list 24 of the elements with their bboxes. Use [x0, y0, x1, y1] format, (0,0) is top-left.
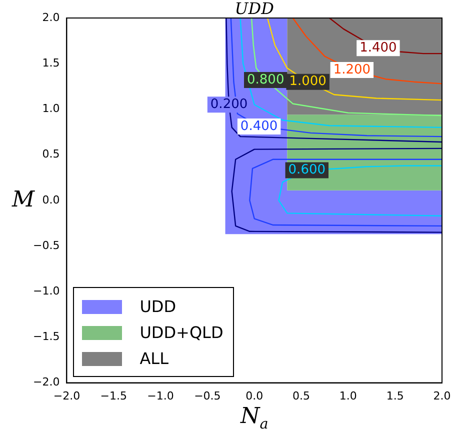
- x-tick-label: 1.5: [386, 389, 404, 402]
- x-tick-label: −0.5: [194, 389, 221, 402]
- x-tick-label: −2.0: [53, 389, 80, 402]
- y-tick-label: −2.0: [32, 376, 60, 389]
- y-tick-label: 1.5: [42, 56, 60, 70]
- y-tick-label: −1.0: [32, 284, 60, 298]
- x-tick-label: 2.0: [433, 389, 451, 402]
- x-tick-label: −1.0: [147, 389, 174, 402]
- x-tick-label: 0.5: [292, 389, 310, 402]
- legend-label: ALL: [140, 349, 168, 368]
- y-tick-label: −1.5: [32, 330, 60, 344]
- x-axis-title: N$_{a}$: [240, 404, 268, 432]
- y-tick-label: 1.0: [42, 102, 60, 116]
- x-tick-label: 1.0: [339, 389, 357, 402]
- y-tick-label: 0.5: [42, 148, 60, 161]
- legend-label: UDD: [140, 297, 176, 316]
- legend-label: UDD+QLD: [140, 323, 224, 342]
- x-tick-label: 0.0: [246, 389, 264, 402]
- x-tick-label: −1.5: [100, 389, 127, 402]
- y-axis-title: M: [12, 188, 35, 213]
- y-tick-label: 2.0: [42, 10, 60, 24]
- y-tick-label: 0.0: [42, 193, 60, 206]
- y-tick-label: −0.5: [32, 238, 60, 252]
- chart-title: UDD: [234, 0, 274, 18]
